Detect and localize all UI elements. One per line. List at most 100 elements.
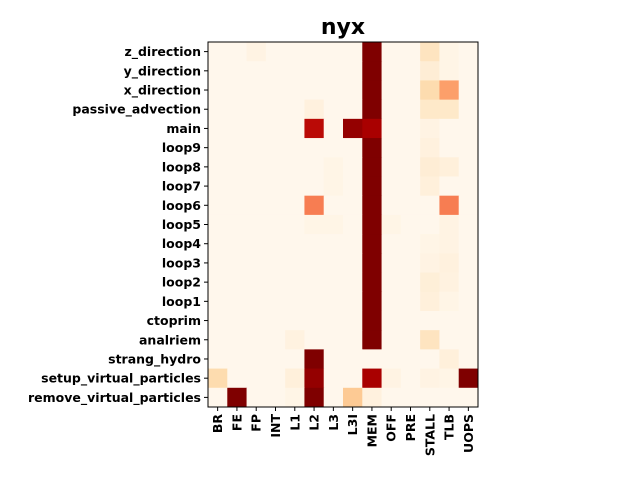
- y-tick-label: z_direction: [124, 44, 201, 60]
- heatmap-cell: [323, 330, 344, 350]
- heatmap-cell: [285, 253, 305, 274]
- heatmap-cell: [343, 349, 363, 370]
- x-tick-label: FE: [229, 414, 244, 431]
- heatmap-cell: [323, 368, 344, 389]
- heatmap-cell: [304, 253, 325, 274]
- heatmap-cell: [227, 214, 248, 235]
- heatmap-cell: [458, 291, 479, 312]
- heatmap-cell: [439, 272, 460, 293]
- heatmap-cell: [323, 42, 344, 62]
- heatmap-cell: [246, 253, 267, 274]
- heatmap-cell: [208, 99, 228, 120]
- heatmap-cell: [285, 310, 305, 331]
- heatmap-cell: [400, 157, 421, 177]
- heatmap-cell: [439, 157, 460, 177]
- heatmap-cell: [343, 80, 363, 101]
- x-tick-label: TLB: [442, 414, 457, 440]
- heatmap-cell: [304, 176, 325, 197]
- heatmap-cell: [362, 368, 383, 389]
- heatmap-cell: [343, 118, 363, 139]
- heatmap-cell: [208, 330, 228, 350]
- heatmap-cell: [323, 349, 344, 370]
- y-tick-label: ctoprim: [147, 313, 201, 328]
- y-tick-label: passive_advection: [72, 102, 201, 118]
- heatmap-cell: [400, 80, 421, 101]
- heatmap-cell: [362, 310, 383, 331]
- heatmap-cell: [439, 176, 460, 197]
- heatmap-cell: [400, 387, 421, 408]
- x-tick-label: L2: [307, 414, 322, 431]
- heatmap-cell: [323, 99, 344, 120]
- heatmap-cell: [265, 214, 286, 235]
- heatmap-cell: [227, 387, 248, 408]
- heatmap-cell: [343, 368, 363, 389]
- heatmap-cell: [323, 253, 344, 274]
- heatmap-cell: [420, 99, 440, 120]
- heatmap-cell: [246, 195, 267, 216]
- heatmap-cell: [246, 157, 267, 177]
- heatmap-cell: [285, 214, 305, 235]
- heatmap-cell: [400, 214, 421, 235]
- heatmap-cell: [265, 253, 286, 274]
- heatmap-cell: [304, 99, 325, 120]
- heatmap-cell: [420, 118, 440, 139]
- heatmap-cell: [362, 214, 383, 235]
- heatmap-cell: [323, 291, 344, 312]
- heatmap-cell: [439, 61, 460, 81]
- heatmap-cell: [381, 330, 402, 350]
- heatmap-cells: [208, 42, 479, 408]
- x-tick-label: MEM: [364, 414, 379, 447]
- heatmap-cell: [285, 42, 305, 62]
- heatmap-cell: [246, 291, 267, 312]
- heatmap-cell: [420, 368, 440, 389]
- heatmap-cell: [323, 138, 344, 158]
- heatmap-cell: [439, 234, 460, 254]
- heatmap-cell: [304, 214, 325, 235]
- heatmap-cell: [362, 330, 383, 350]
- heatmap-cell: [265, 176, 286, 197]
- heatmap-cell: [227, 157, 248, 177]
- heatmap-cell: [420, 214, 440, 235]
- heatmap-cell: [323, 387, 344, 408]
- y-tick-label: loop3: [162, 255, 201, 270]
- heatmap-cell: [208, 157, 228, 177]
- heatmap-cell: [381, 61, 402, 81]
- heatmap-cell: [420, 253, 440, 274]
- heatmap-cell: [400, 330, 421, 350]
- heatmap-cell: [208, 253, 228, 274]
- heatmap-cell: [227, 368, 248, 389]
- heatmap-cell: [246, 99, 267, 120]
- heatmap-cell: [227, 234, 248, 254]
- heatmap-cell: [458, 387, 479, 408]
- heatmap-cell: [400, 291, 421, 312]
- heatmap-cell: [304, 234, 325, 254]
- heatmap-cell: [323, 157, 344, 177]
- heatmap-cell: [362, 42, 383, 62]
- heatmap-cell: [420, 272, 440, 293]
- heatmap-cell: [362, 272, 383, 293]
- heatmap-cell: [227, 330, 248, 350]
- heatmap-cell: [304, 61, 325, 81]
- y-tick-label: loop2: [162, 275, 201, 290]
- heatmap-cell: [362, 138, 383, 158]
- heatmap-cell: [285, 176, 305, 197]
- heatmap-cell: [343, 61, 363, 81]
- heatmap-cell: [381, 272, 402, 293]
- heatmap-cell: [381, 253, 402, 274]
- heatmap-cell: [400, 138, 421, 158]
- heatmap-cell: [227, 176, 248, 197]
- heatmap-cell: [420, 387, 440, 408]
- heatmap-cell: [458, 138, 479, 158]
- heatmap-cell: [323, 195, 344, 216]
- heatmap-cell: [400, 253, 421, 274]
- heatmap-cell: [400, 61, 421, 81]
- heatmap-cell: [439, 349, 460, 370]
- heatmap-cell: [420, 157, 440, 177]
- heatmap-cell: [246, 138, 267, 158]
- heatmap-cell: [304, 138, 325, 158]
- heatmap-cell: [362, 61, 383, 81]
- heatmap-cell: [265, 291, 286, 312]
- x-axis-ticks: BR FE FP INT L1 L2 L3 L3I MEM OFF PRE STALL TLB UOPS: [210, 407, 476, 456]
- heatmap-cell: [362, 80, 383, 101]
